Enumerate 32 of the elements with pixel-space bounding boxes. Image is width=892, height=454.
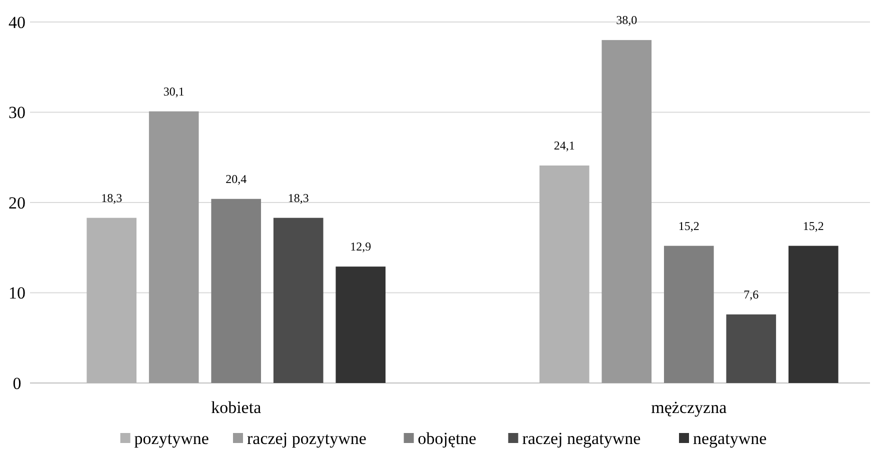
bar bbox=[211, 198, 262, 383]
data-label: 7,6 bbox=[744, 287, 759, 302]
legend-label: negatywne bbox=[693, 428, 767, 448]
data-label: 18,3 bbox=[288, 190, 309, 205]
legend-label: raczej negatywne bbox=[522, 428, 641, 448]
y-tick-label: 30 bbox=[8, 103, 26, 122]
data-label: 30,1 bbox=[163, 84, 184, 98]
legend-label: obojętne bbox=[418, 428, 476, 448]
legend-label: pozytywne bbox=[134, 428, 209, 448]
legend-label: raczej pozytywne bbox=[247, 428, 366, 448]
data-label: 12,9 bbox=[350, 240, 372, 254]
data-label: 24,1 bbox=[554, 138, 575, 152]
bar bbox=[788, 246, 838, 383]
y-tick-label: 40 bbox=[8, 12, 26, 32]
data-label: 38,0 bbox=[616, 13, 638, 28]
x-tick-label: mężczyzna bbox=[651, 398, 728, 417]
bar bbox=[539, 165, 590, 383]
y-tick-label: 0 bbox=[12, 374, 22, 393]
bar bbox=[86, 218, 136, 383]
y-tick-label: 10 bbox=[8, 284, 26, 303]
x-tick-label: kobieta bbox=[211, 398, 262, 417]
bar bbox=[273, 218, 324, 383]
bar bbox=[726, 314, 776, 383]
bar bbox=[336, 266, 386, 383]
data-label: 18,3 bbox=[101, 190, 122, 205]
data-label: 15,2 bbox=[802, 218, 824, 233]
y-tick-label: 20 bbox=[8, 193, 26, 212]
bar bbox=[148, 111, 199, 383]
bar bbox=[602, 40, 652, 383]
data-label: 20,4 bbox=[226, 172, 247, 186]
bar bbox=[664, 246, 714, 383]
data-label: 15,2 bbox=[678, 218, 700, 233]
